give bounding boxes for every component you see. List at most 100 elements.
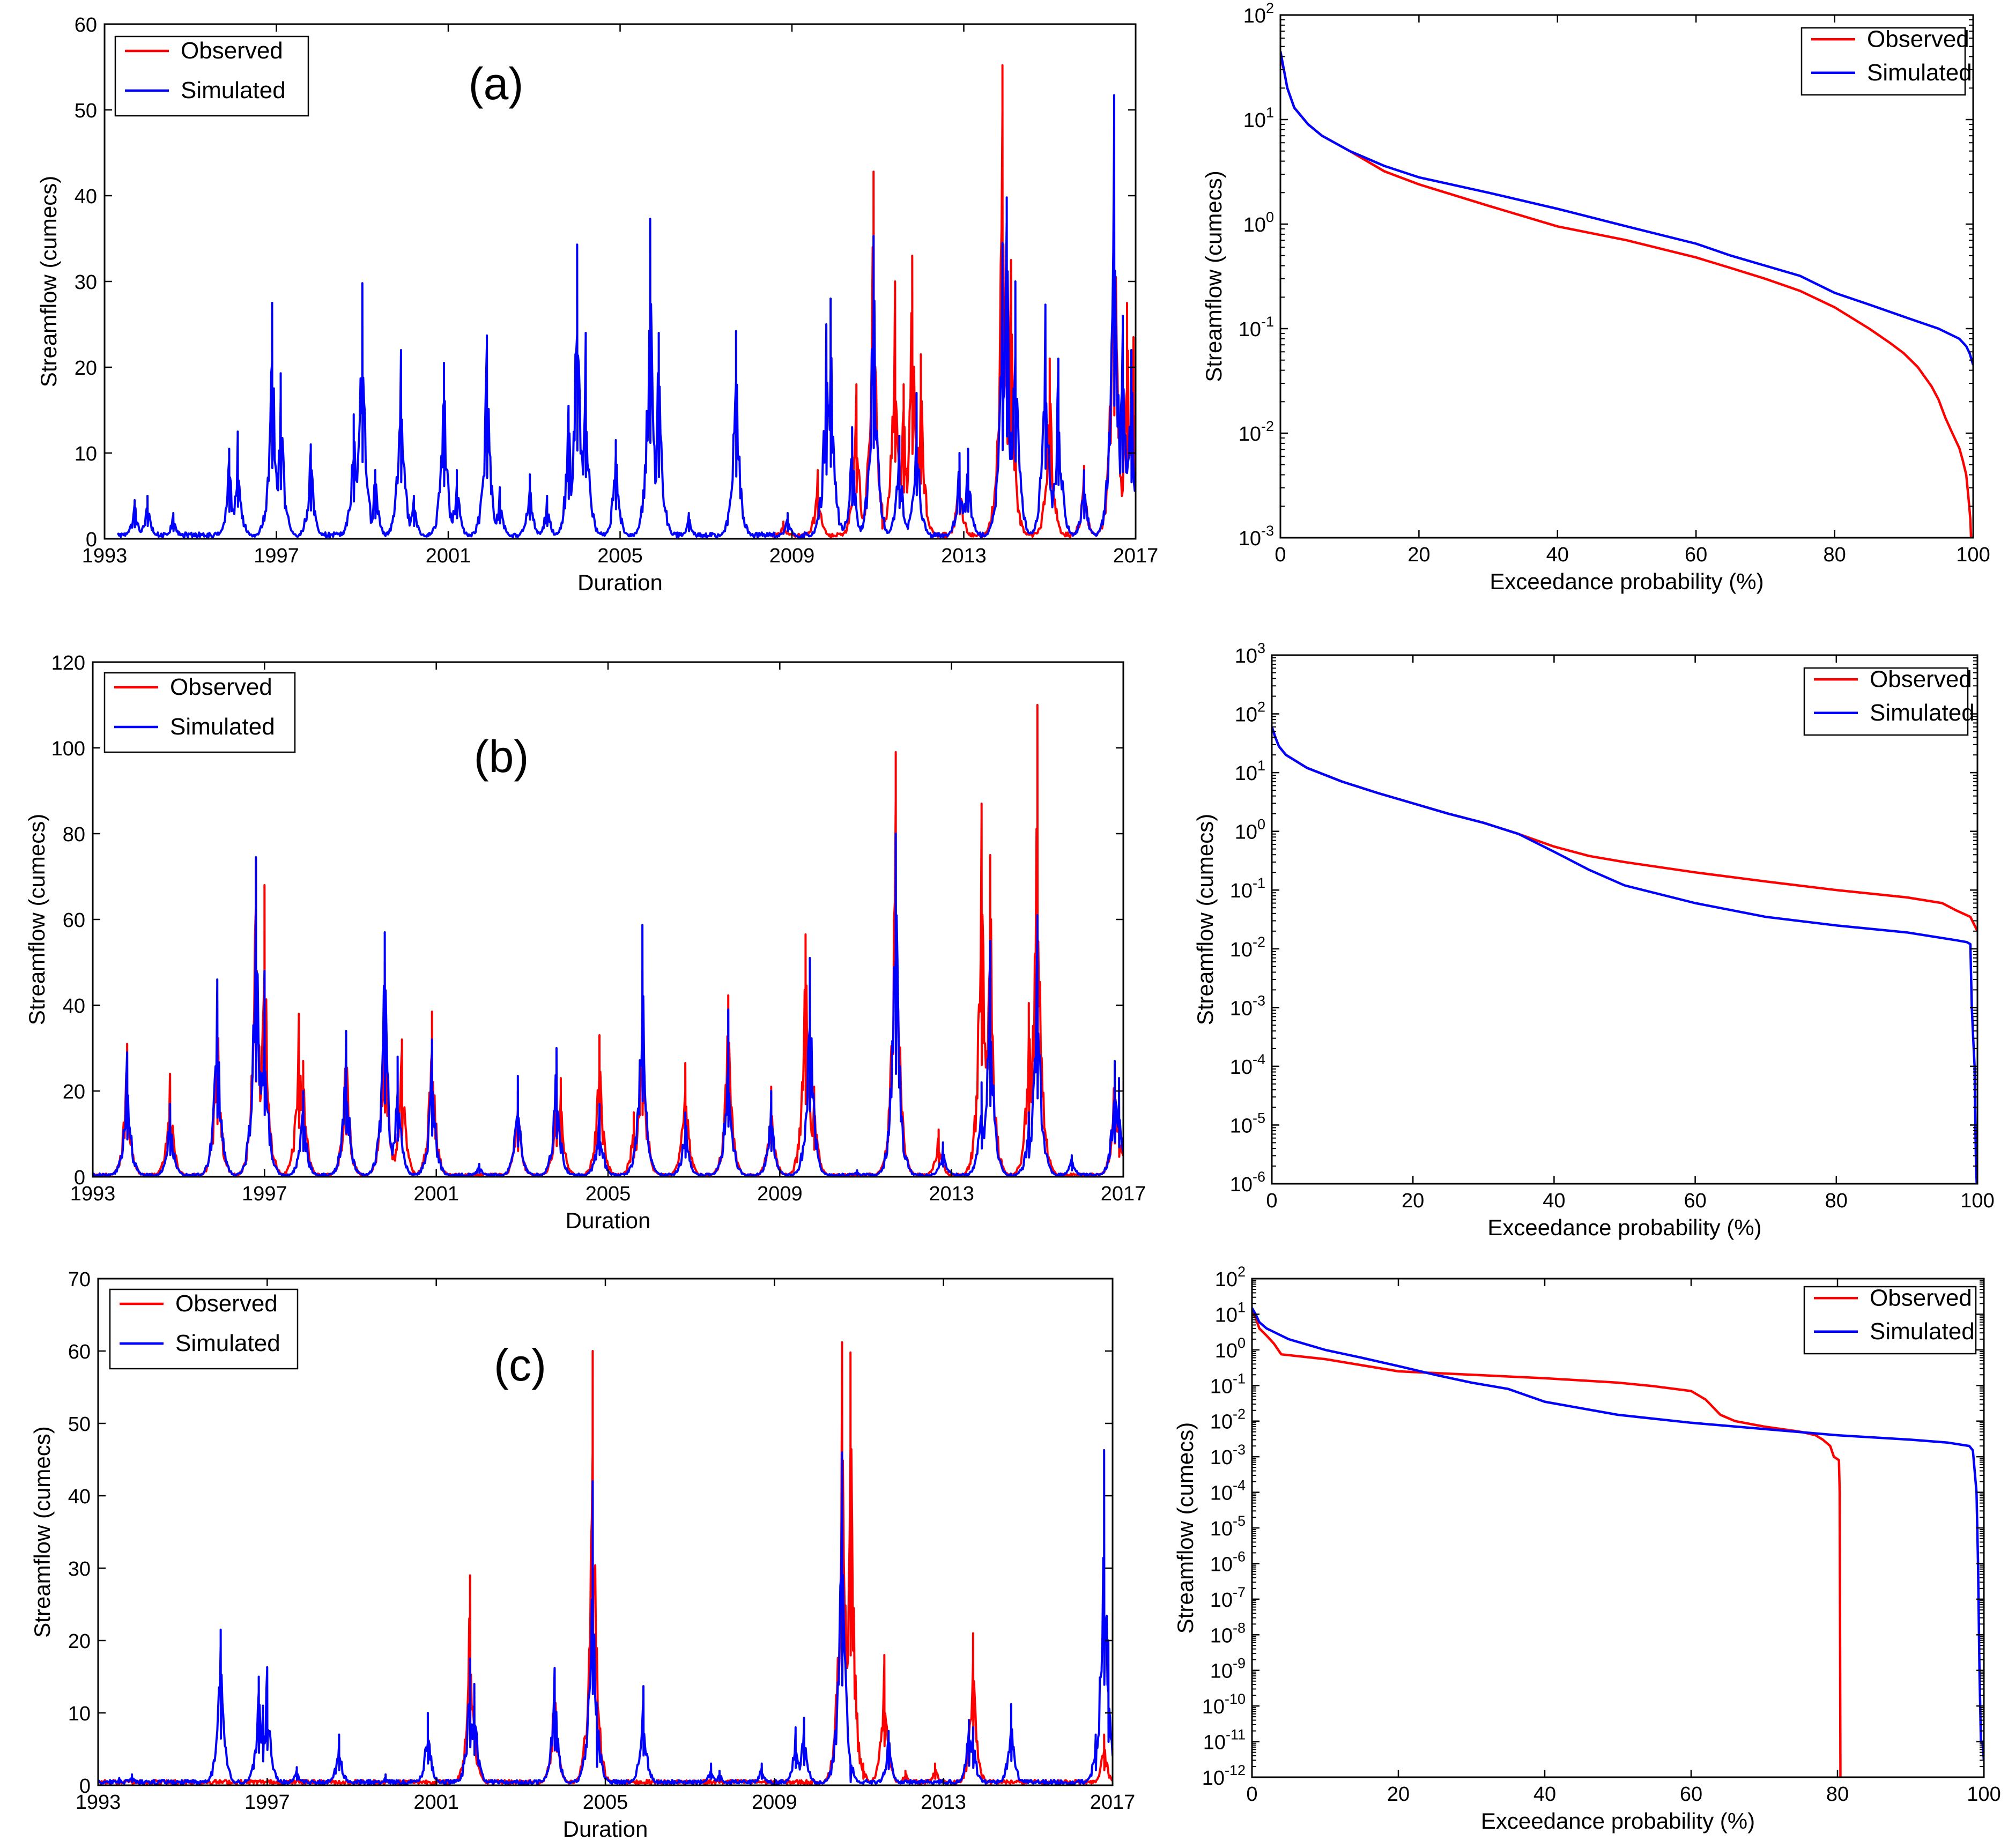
y-tick-label: 10-1 [1210,1370,1246,1398]
ts_c-xlabel: Duration [563,1816,648,1842]
y-tick-label: 10-11 [1203,1727,1246,1754]
panel-ts_c: 1993 1997 2001 2005 2009 2013 2017 0 10 20 30 40 50 6… [29,1268,1135,1842]
fdc_c-y-ticks: 10-12 10-11 10-10 10-9 10-8 10-7 10-6 10-5 10-4 1… [1202,1264,1984,1790]
y-tick-label: 10-5 [1210,1513,1246,1540]
fdc_b-x-ticks: 0 20 40 60 80 100 [1266,655,1995,1212]
x-tick-label: 0 [1266,1190,1277,1212]
legend-label-observed: Observed [1867,26,1969,52]
y-tick-label: 40 [68,1486,91,1508]
y-tick-label: 0 [79,1775,91,1798]
y-tick-label: 102 [1235,699,1265,726]
y-tick-label: 0 [74,1167,85,1189]
ts_b-series [93,704,1123,1177]
legend-label-observed: Observed [175,1290,278,1317]
ts_b-panel-label: (b) [474,731,529,782]
y-tick-label: 10-10 [1202,1691,1246,1718]
y-tick-label: 10-1 [1230,875,1265,902]
x-tick-label: 40 [1533,1783,1556,1806]
y-tick-label: 40 [75,185,97,208]
x-tick-label: 100 [1960,1190,1994,1212]
x-tick-label: 2013 [929,1183,974,1205]
y-tick-label: 20 [75,357,97,380]
y-tick-label: 10-3 [1230,992,1265,1020]
legend-box [1803,1286,1977,1355]
y-tick-label: 10-6 [1210,1548,1246,1576]
panel-fdc_b: 0 20 40 60 80 10010-610-510-410-310-210-11001… [1192,640,1995,1240]
x-tick-label: 2013 [921,1791,966,1814]
ts_a-simulated-line [116,94,1136,539]
ts_c-series [98,1341,1113,1785]
y-tick-label: 100 [1215,1335,1246,1362]
x-tick-label: 80 [1826,1783,1849,1806]
y-tick-label: 101 [1243,105,1274,132]
x-tick-label: 2013 [941,545,987,567]
y-tick-label: 20 [63,1081,85,1103]
x-tick-label: 2009 [769,545,815,567]
x-tick-label: 1997 [254,545,299,567]
fdc_b-frame [1271,654,1979,1185]
x-tick-label: 1993 [82,545,128,567]
fdc_a-series [1280,51,1973,538]
y-tick-label: 100 [1235,817,1265,844]
fdc_b-xlabel: Exceedance probability (%) [1487,1215,1761,1240]
ts_c-x-ticks: 1993 1997 2001 2005 2009 2013 2017 [76,1279,1135,1814]
y-tick-label: 102 [1215,1264,1246,1291]
x-tick-label: 60 [1684,1190,1706,1212]
x-tick-label: 0 [1246,1783,1257,1806]
y-tick-label: 100 [1243,209,1274,236]
x-tick-label: 20 [1407,544,1430,566]
ts_a-legend: Observed Simulated [114,35,309,117]
y-tick-label: 40 [63,995,85,1018]
fdc_c-series [1252,1307,1984,1777]
fdc_a-ylabel: Streamflow (cumecs) [1201,170,1226,382]
legend-label-simulated: Simulated [181,77,286,103]
fdc_c-simulated-line [1252,1307,1984,1761]
fdc_c-observed-line [1252,1311,1842,1777]
legend-label-simulated: Simulated [170,714,275,740]
ts_c-legend: Observed Simulated [109,1288,299,1370]
x-tick-label: 2009 [752,1791,797,1814]
ts_a-y-ticks: 0 10 20 30 40 50 60 [75,14,1136,551]
y-tick-label: 10-4 [1230,1051,1265,1079]
ts_b-xlabel: Duration [566,1208,651,1233]
legend-label-observed: Observed [1870,1285,1972,1311]
fdc_a-y-ticks: 10-3 10-2 10-1 100 101 102 [1239,0,1973,550]
x-tick-label: 100 [1967,1783,2000,1806]
y-tick-label: 60 [63,909,85,932]
y-tick-label: 120 [51,652,85,674]
y-tick-label: 10-4 [1210,1478,1246,1505]
x-tick-label: 60 [1680,1783,1702,1806]
x-tick-label: 1997 [244,1791,290,1814]
y-tick-label: 101 [1215,1299,1246,1326]
x-tick-label: 20 [1402,1190,1424,1212]
y-tick-label: 103 [1235,640,1265,667]
y-tick-label: 10-7 [1210,1584,1246,1612]
y-tick-label: 102 [1243,0,1274,27]
x-tick-label: 80 [1825,1190,1848,1212]
y-tick-label: 30 [68,1558,91,1580]
fdc_c-x-ticks: 0 20 40 60 80 100 [1246,1279,2001,1806]
legend-label-observed: Observed [181,38,283,64]
y-tick-label: 10-5 [1230,1110,1265,1137]
fdc_a-frame [1279,14,1974,539]
ts_a-xlabel: Duration [577,570,663,595]
y-tick-label: 0 [86,529,97,551]
legend-label-observed: Observed [1870,666,1972,692]
x-tick-label: 20 [1387,1783,1410,1806]
fdc_a-observed-line [1280,56,1973,538]
y-tick-label: 70 [68,1268,91,1291]
y-tick-label: 30 [75,271,97,294]
ts_a-observed-line [770,64,1136,538]
y-tick-label: 101 [1235,758,1265,785]
ts_a-ylabel: Streamflow (cumecs) [36,176,61,387]
x-tick-label: 100 [1956,544,1990,566]
x-tick-label: 0 [1275,544,1286,566]
panel-fdc_c: 0 20 40 60 80 10010-1210-1110-1010-910-810-71… [1173,1264,2001,1834]
x-tick-label: 40 [1546,544,1569,566]
fdc_b-legend: Observed Simulated [1803,666,1975,736]
ts_c-observed-line [98,1341,1113,1785]
x-tick-label: 2001 [413,1791,459,1814]
fdc_a-xlabel: Exceedance probability (%) [1490,569,1764,594]
panel-ts_a: 1993 1997 2001 2005 2009 2013 2017 0 10 20 30 40 50 6… [36,14,1158,595]
legend-label-simulated: Simulated [1870,700,1975,726]
